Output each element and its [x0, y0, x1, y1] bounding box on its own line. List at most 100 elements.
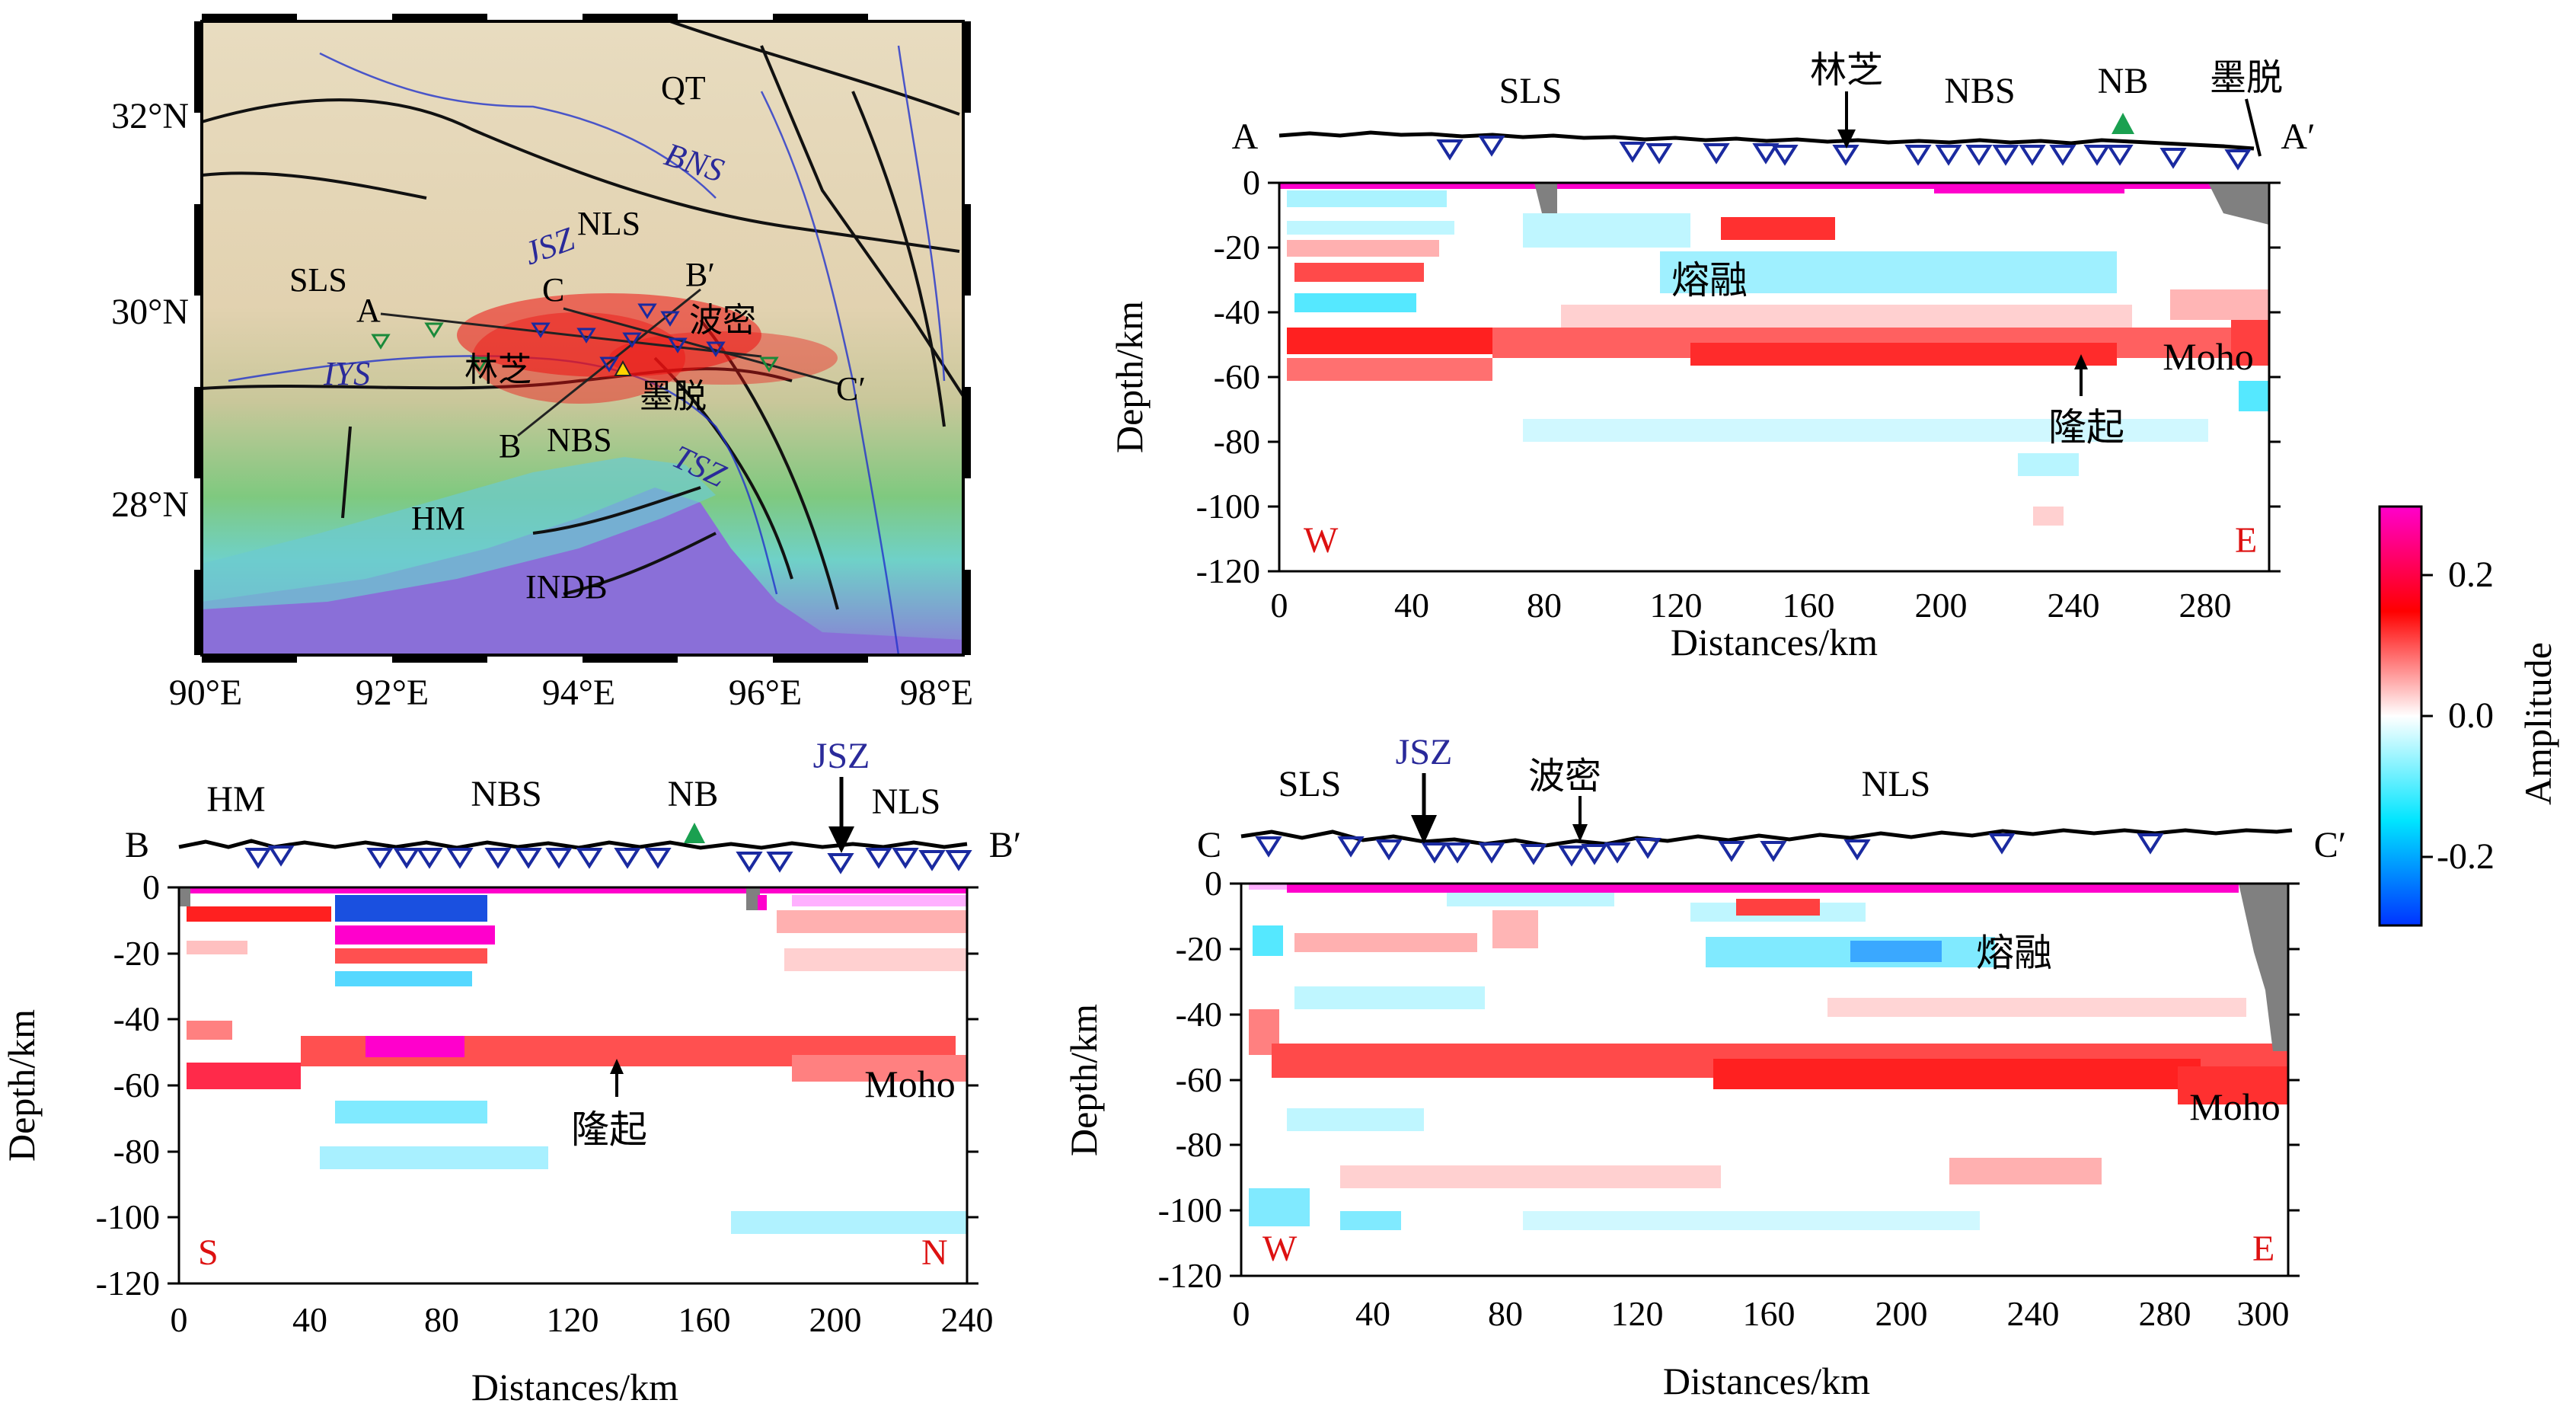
- cc-end: C′: [2314, 825, 2347, 865]
- profile-bb: HM NBS NB JSZ NLS B B′: [0, 736, 1021, 1408]
- label-nls: NLS: [577, 205, 640, 242]
- bb-x-tick-160: 160: [678, 1300, 731, 1339]
- colorbar-tick-pos: 0.2: [2448, 555, 2494, 595]
- label-sls: SLS: [289, 261, 347, 299]
- cc-x-tick-40: 40: [1355, 1294, 1390, 1333]
- cc-amplitude-image: [1249, 884, 2288, 1230]
- lon-tick-98: 98°E: [900, 673, 974, 713]
- cc-left-dir: W: [1262, 1229, 1298, 1269]
- aa-moho: Moho: [2163, 335, 2253, 378]
- bb-top-label-nb: NB: [668, 774, 719, 814]
- bb-xlabel: Distances/km: [471, 1366, 678, 1408]
- lowland-region: [202, 487, 963, 655]
- colorbar: 0.2 0.0 -0.2 Amplitude: [2378, 505, 2559, 927]
- foothill-region: [202, 457, 716, 609]
- aa-y-tick-60: -60: [1214, 357, 1260, 396]
- lon-tick-92: 92°E: [356, 673, 429, 713]
- aa-xlabel: Distances/km: [1671, 621, 1878, 663]
- aa-top-label-nb: NB: [2098, 61, 2149, 101]
- colorbar-tick-zero: 0.0: [2448, 695, 2494, 736]
- aa-y-tick-120: -120: [1196, 551, 1260, 590]
- colorbar-tick-neg: -0.2: [2437, 836, 2495, 877]
- cc-y-tick-40: -40: [1176, 995, 1222, 1034]
- bb-y-tick-0: 0: [142, 868, 160, 906]
- lat-tick-30: 30°N: [111, 292, 189, 332]
- bb-start: B: [125, 825, 149, 865]
- aa-topography: [1278, 130, 2255, 151]
- location-map: QT BNS NLS JSZ SLS IYS NBS TSZ HM INDB 波…: [111, 14, 973, 713]
- cc-xlabel: Distances/km: [1663, 1360, 1870, 1402]
- cc-axis-ticks: [1230, 882, 2300, 1277]
- aa-y-tick-20: -20: [1214, 228, 1260, 267]
- aa-x-tick-200: 200: [1915, 586, 1968, 625]
- bb-end: B′: [989, 825, 1022, 865]
- aa-right-dir: E: [2235, 520, 2257, 561]
- bb-axis-ticks: [168, 886, 978, 1285]
- cc-x-tick-200: 200: [1875, 1294, 1928, 1333]
- bb-uplift: 隆起: [571, 1108, 647, 1151]
- colorbar-gradient: [2378, 505, 2423, 927]
- cc-topography: [1240, 828, 2293, 848]
- aa-x-tick-40: 40: [1394, 586, 1429, 625]
- aa-axis-ticks: [1268, 181, 2281, 573]
- label-indb: INDB: [525, 568, 608, 606]
- label-iys: IYS: [323, 355, 370, 392]
- cc-top-label-bomi: 波密: [1528, 756, 1601, 797]
- cc-x-tick-160: 160: [1743, 1294, 1796, 1333]
- bb-y-tick-20: -20: [113, 934, 160, 973]
- cc-x-tick-0: 0: [1233, 1294, 1250, 1333]
- lat-tick-28: 28°N: [111, 484, 189, 525]
- aa-top-label-nbs: NBS: [1944, 71, 2015, 111]
- bb-top-label-hm: HM: [206, 779, 265, 820]
- aa-x-tick-120: 120: [1650, 586, 1703, 625]
- aa-x-tick-280: 280: [2179, 586, 2232, 625]
- aa-y-tick-0: 0: [1243, 163, 1260, 202]
- lon-tick-90: 90°E: [169, 673, 243, 713]
- map-frame-checker: [194, 14, 971, 663]
- bb-y-tick-80: -80: [113, 1132, 160, 1171]
- bb-x-tick-40: 40: [292, 1300, 327, 1339]
- aa-nb-marker: [2112, 113, 2134, 134]
- cc-x-tick-120: 120: [1611, 1294, 1664, 1333]
- bb-y-tick-40: -40: [113, 999, 160, 1038]
- lat-tick-32: 32°N: [111, 96, 189, 136]
- bb-y-tick-100: -100: [96, 1197, 160, 1236]
- cc-x-tick-300: 300: [2237, 1294, 2290, 1333]
- cc-melt: 熔融: [1976, 932, 2052, 974]
- aa-left-dir: W: [1304, 520, 1339, 561]
- bb-top-label-nbs: NBS: [471, 774, 541, 814]
- seismicity-cloud: [457, 293, 838, 404]
- profile-aa: SLS 林芝 NBS NB 墨脱 A A′: [1108, 50, 2316, 663]
- label-b: B: [499, 427, 521, 465]
- aa-top-label-medog: 墨脱: [2210, 58, 2283, 98]
- aa-x-tick-160: 160: [1783, 586, 1835, 625]
- bb-top-label-jsz: JSZ: [813, 736, 870, 776]
- aa-top-label-sls: SLS: [1499, 71, 1563, 111]
- aa-end: A′: [2281, 117, 2315, 157]
- aa-stations: [1436, 136, 2252, 171]
- bb-y-tick-60: -60: [113, 1066, 160, 1104]
- map-stations: [531, 303, 726, 372]
- cc-stations: [1255, 833, 2164, 867]
- bb-moho: Moho: [864, 1063, 955, 1105]
- cc-top-label-sls: SLS: [1278, 764, 1342, 804]
- aa-top-label-linzhi: 林芝: [1810, 50, 1883, 91]
- cc-y-tick-100: -100: [1158, 1191, 1222, 1229]
- bb-y-tick-120: -120: [96, 1264, 160, 1303]
- cc-moho: Moho: [2189, 1085, 2280, 1128]
- cc-y-tick-120: -120: [1158, 1256, 1222, 1295]
- aa-uplift: 隆起: [2048, 406, 2124, 449]
- bb-right-dir: N: [921, 1232, 948, 1273]
- cc-y-tick-20: -20: [1176, 929, 1222, 968]
- cc-y-tick-0: 0: [1205, 864, 1222, 903]
- cc-y-tick-60: -60: [1176, 1060, 1222, 1099]
- bb-x-tick-120: 120: [547, 1300, 599, 1339]
- cc-x-tick-240: 240: [2007, 1294, 2060, 1333]
- aa-y-tick-40: -40: [1214, 292, 1260, 331]
- cc-y-tick-80: -80: [1176, 1125, 1222, 1164]
- label-medog: 墨脱: [640, 378, 707, 415]
- colorbar-title: Amplitude: [2517, 642, 2559, 805]
- cc-x-tick-280: 280: [2139, 1294, 2191, 1333]
- bb-nb-marker: [684, 823, 705, 843]
- bb-x-tick-0: 0: [171, 1300, 188, 1339]
